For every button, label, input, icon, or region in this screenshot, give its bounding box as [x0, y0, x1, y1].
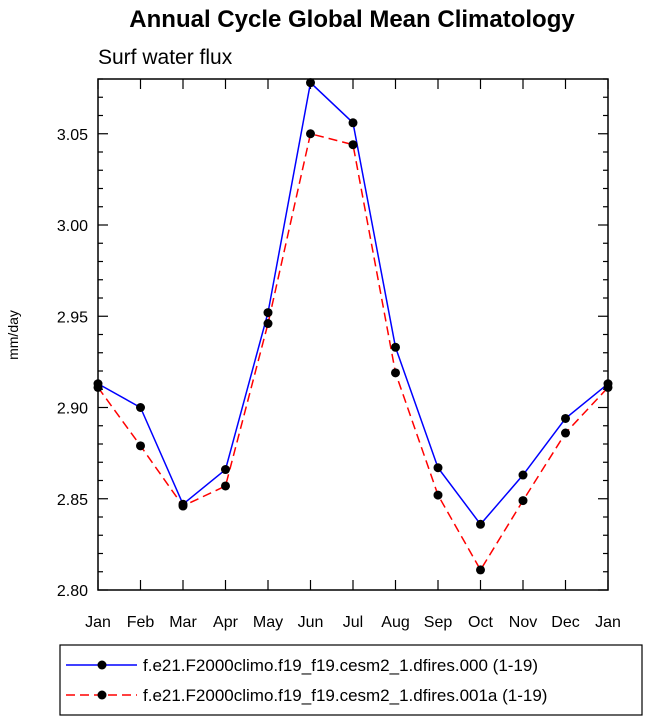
data-point: [93, 382, 103, 392]
data-point: [178, 501, 188, 511]
x-tick-label: Oct: [468, 614, 493, 631]
chart-title: Annual Cycle Global Mean Climatology: [129, 6, 575, 33]
data-point: [433, 490, 443, 500]
plot-frame: [97, 78, 609, 591]
data-point: [518, 470, 528, 480]
data-point: [221, 481, 230, 491]
data-point: [476, 565, 485, 575]
legend-label: f.e21.F2000climo.f19_f19.cesm2_1.dfires.…: [143, 656, 538, 675]
data-point: [263, 319, 273, 329]
y-tick-label: 3.05: [57, 127, 88, 144]
legend-label: f.e21.F2000climo.f19_f19.cesm2_1.dfires.…: [143, 686, 547, 705]
series-line-1: [97, 132, 609, 572]
x-tick-label: Apr: [213, 614, 239, 631]
legend-box: [59, 644, 643, 716]
y-tick-label: 2.85: [57, 492, 88, 509]
data-point: [476, 519, 485, 529]
data-point: [306, 129, 315, 139]
chart-subtitle: Surf water flux: [98, 46, 233, 69]
x-tick-label: Jan: [595, 614, 621, 631]
data-point: [221, 465, 230, 475]
data-point: [136, 403, 145, 412]
x-tick-label: Aug: [381, 614, 409, 631]
legend: f.e21.F2000climo.f19_f19.cesm2_1.dfires.…: [59, 644, 643, 716]
data-point: [391, 368, 400, 378]
data-point: [518, 496, 528, 506]
data-point: [561, 428, 570, 438]
data-point: [433, 463, 443, 473]
x-tick-label: Dec: [551, 614, 579, 631]
data-point: [348, 140, 358, 150]
data-point: [561, 413, 570, 423]
y-tick-label: 2.80: [57, 583, 88, 600]
legend-marker: [97, 690, 107, 700]
x-tick-label: Jul: [343, 614, 363, 631]
y-axis-label: mm/day: [5, 310, 21, 360]
y-tick-label: 2.90: [57, 401, 88, 418]
x-tick-label: Jan: [85, 614, 111, 631]
data-point: [263, 308, 273, 318]
legend-marker: [97, 660, 107, 670]
x-tick-label: Feb: [127, 614, 155, 631]
x-tick-label: Mar: [169, 614, 197, 631]
y-tick-label: 3.00: [57, 218, 88, 235]
data-point: [603, 382, 613, 392]
plot-area: 2.80 2.85 2.90 2.95 3.00 3.05 Jan Feb Mar Apr May J…: [57, 78, 621, 631]
x-tick-label: May: [253, 614, 283, 631]
x-tick-label: Nov: [509, 614, 537, 631]
data-point: [348, 118, 358, 128]
data-point: [136, 441, 145, 451]
x-tick-label: Sep: [424, 614, 453, 631]
x-tick-label: Jun: [298, 614, 324, 631]
y-tick-label: 2.95: [57, 309, 88, 326]
data-point: [391, 342, 400, 352]
data-point: [306, 78, 315, 88]
